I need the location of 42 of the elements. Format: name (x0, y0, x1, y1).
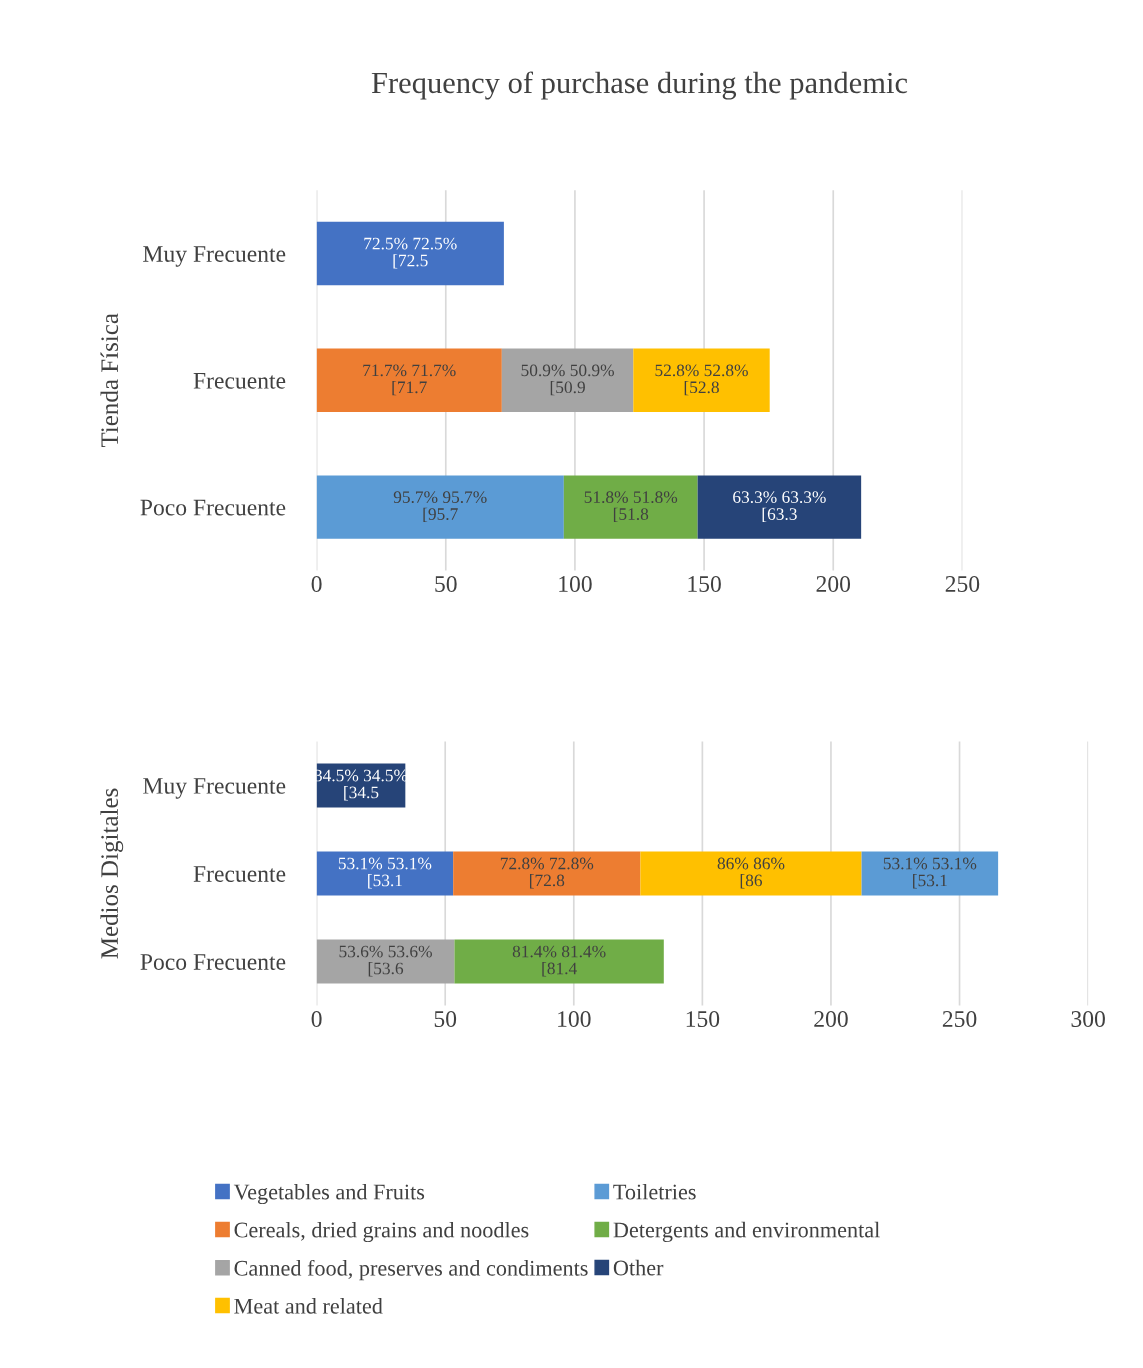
x-tick-label: 0 (311, 576, 322, 592)
chart-title: Frequency of purchase during the pandemic (371, 71, 908, 100)
y-tick-label: Poco Frecuente (140, 954, 286, 970)
legend-label: Meat and related (234, 1298, 383, 1314)
x-tick-label: 50 (435, 576, 457, 592)
data-label: 52.8% 52.8% [52.8 (655, 364, 748, 396)
x-tick-label: 300 (1071, 1011, 1105, 1027)
legend-label: Canned food, preserves and condiments (234, 1259, 588, 1281)
x-tick-label: 150 (686, 1011, 720, 1027)
data-label: 50.9% 50.9% [50.9 (521, 364, 614, 396)
legend-label: Vegetables and Fruits (233, 1183, 425, 1205)
data-label: 81.4% 81.4% [81.4 (512, 945, 606, 977)
data-label: 63.3% 63.3% [63.3 (733, 491, 826, 523)
y-tick-label: Muy Frecuente (143, 778, 286, 799)
x-tick-label: 100 (558, 1011, 591, 1027)
legend-label: Detergents and environmental (613, 1221, 880, 1243)
x-tick-label: 250 (945, 576, 980, 592)
data-label: 71.7% 71.7% [71.7 (363, 364, 456, 396)
y-axis-title: Tienda Física (100, 313, 119, 448)
data-label: 53.6% 53.6% [53.6 (339, 945, 432, 977)
y-tick-label: Muy Frecuente (143, 246, 286, 267)
x-tick-label: 200 (814, 1011, 848, 1027)
x-tick-label: 200 (816, 576, 851, 592)
data-label: 95.7% 95.7% [95.7 (393, 491, 487, 523)
x-tick-label: 0 (311, 1011, 322, 1027)
x-tick-label: 250 (942, 1011, 977, 1027)
y-tick-label: Frecuente (193, 866, 286, 882)
data-label: 72.8% 72.8% [72.8 (500, 857, 594, 889)
data-label: 53.1% 53.1% [53.1 (883, 857, 977, 889)
x-tick-label: 150 (688, 576, 721, 592)
legend-label: Toiletries (613, 1183, 696, 1200)
x-tick-label: 50 (434, 1011, 457, 1027)
legend-label: Other (613, 1259, 664, 1276)
x-tick-label: 100 (559, 576, 592, 592)
data-label: 86% 86% [86 (717, 857, 785, 889)
data-label: 72.5% 72.5% [72.5 (364, 237, 457, 269)
legend-label: Cereals, dried grains and noodles (234, 1221, 529, 1243)
y-tick-label: Frecuente (193, 373, 286, 389)
data-label: 53.1% 53.1% [53.1 (338, 857, 432, 889)
y-axis-title: Medios Digitales (100, 788, 124, 959)
y-tick-label: Poco Frecuente (140, 499, 286, 516)
data-label: 51.8% 51.8% [51.8 (584, 491, 678, 523)
